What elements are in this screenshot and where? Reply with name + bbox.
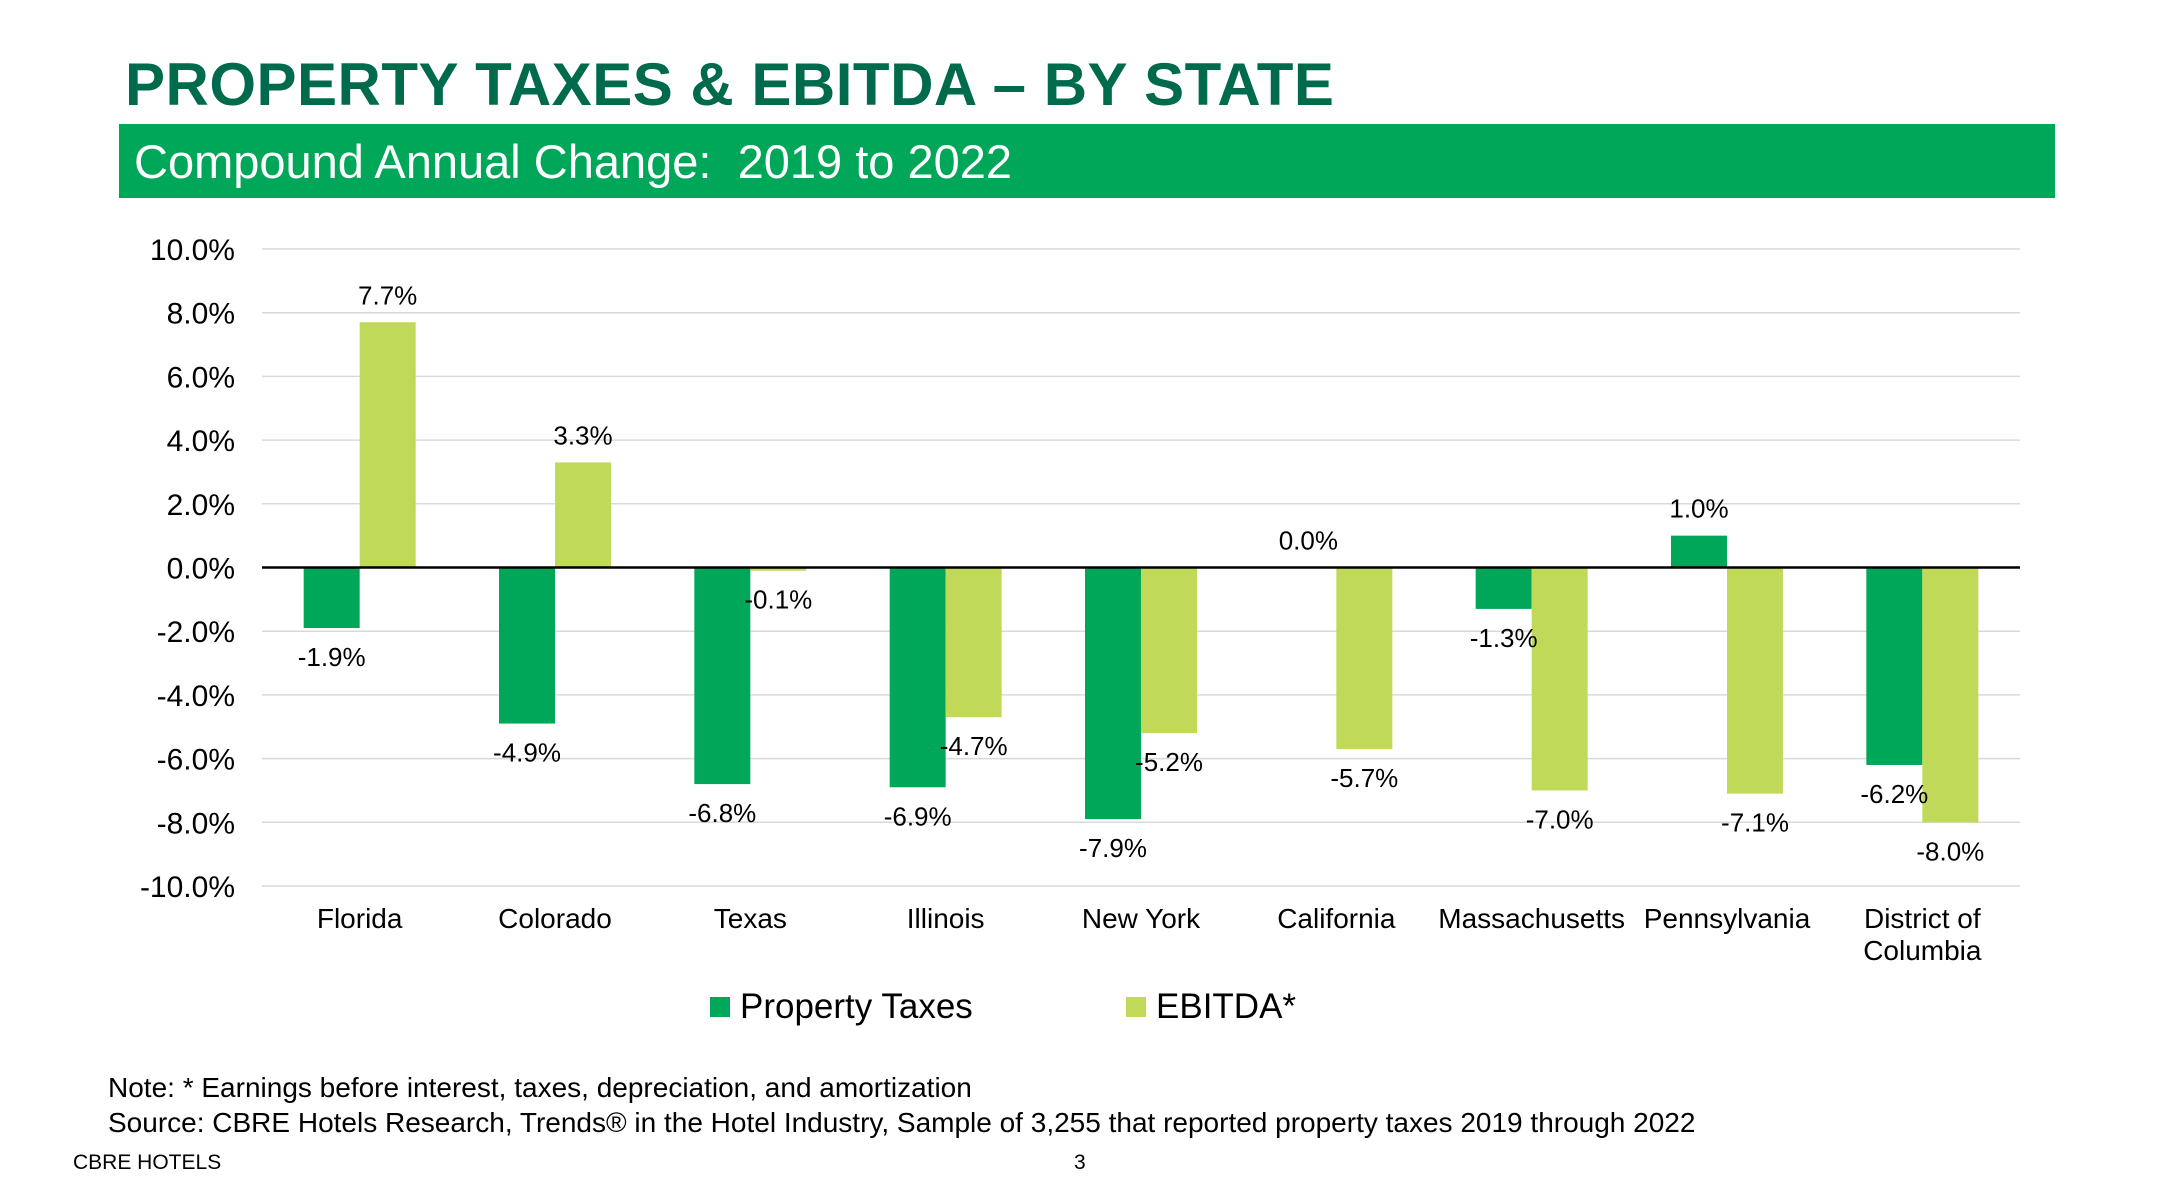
footnote: Note: * Earnings before interest, taxes,…: [108, 1072, 972, 1103]
chart-legend: Property Taxes EBITDA*: [0, 987, 2162, 1037]
legend-label-ebitda: EBITDA*: [1156, 987, 1297, 1026]
x-category-label: California: [1277, 903, 1396, 934]
data-label-ebitda: -4.7%: [940, 731, 1008, 761]
y-tick-label: 2.0%: [167, 489, 235, 522]
data-label-property-taxes: -1.3%: [1470, 623, 1538, 653]
page-number: 3: [1074, 1151, 1086, 1174]
x-category-label: New York: [1082, 903, 1201, 934]
data-label-ebitda: -7.1%: [1721, 808, 1789, 838]
data-label-property-taxes: -6.2%: [1860, 779, 1928, 809]
data-label-property-taxes: -6.9%: [884, 801, 952, 831]
data-label-property-taxes: -7.9%: [1079, 833, 1147, 863]
bar-ebitda: [945, 567, 1002, 718]
x-category-label: Massachusetts: [1438, 903, 1625, 934]
bar-property-taxes: [889, 567, 946, 788]
legend-swatch-ebitda: [1126, 997, 1146, 1017]
data-label-ebitda: 7.7%: [358, 280, 417, 310]
data-label-property-taxes: -1.9%: [298, 642, 366, 672]
bar-property-taxes: [1475, 567, 1532, 609]
legend-swatch-property-taxes: [710, 997, 730, 1017]
data-label-ebitda: 3.3%: [553, 420, 612, 450]
bar-property-taxes: [694, 567, 751, 785]
bar-ebitda: [750, 567, 807, 571]
data-label-property-taxes: -6.8%: [688, 798, 756, 828]
subtitle-band: Compound Annual Change: 2019 to 2022: [119, 124, 2055, 198]
data-label-ebitda: -5.7%: [1330, 763, 1398, 793]
y-tick-label: 0.0%: [167, 553, 235, 586]
x-category-label: Colorado: [498, 903, 612, 934]
bar-ebitda: [1336, 567, 1393, 750]
x-category-label: Pennsylvania: [1644, 903, 1811, 934]
legend-item-ebitda: EBITDA*: [1126, 987, 1296, 1027]
data-label-ebitda: -5.2%: [1135, 747, 1203, 777]
bar-ebitda: [359, 322, 416, 568]
y-tick-label: -4.0%: [157, 680, 235, 713]
bar-property-taxes: [1085, 567, 1141, 820]
data-label-property-taxes: -4.9%: [493, 738, 561, 768]
bar-chart: 10.0% 8.0% 6.0% 4.0% 2.0% 0.0% -2.0% -4.0% -6.0%…: [140, 234, 2020, 966]
bar-property-taxes: [303, 567, 360, 629]
data-label-ebitda: -8.0%: [1916, 836, 1984, 866]
data-label-property-taxes: 0.0%: [1279, 526, 1338, 556]
source-note: Source: CBRE Hotels Research, Trends® in…: [108, 1107, 1696, 1138]
bar-ebitda: [555, 462, 611, 568]
chart-subtitle: Compound Annual Change: 2019 to 2022: [134, 135, 1013, 188]
y-tick-label: 10.0%: [150, 234, 235, 267]
bar-ebitda: [1531, 567, 1588, 791]
y-tick-label: -8.0%: [157, 807, 235, 840]
y-tick-label: -6.0%: [157, 744, 235, 777]
x-category-label: Texas: [714, 903, 787, 934]
x-category-label: Illinois: [907, 903, 985, 934]
y-tick-label: -10.0%: [140, 871, 235, 904]
page-title: PROPERTY TAXES & EBITDA – BY STATE: [125, 51, 1335, 118]
bar-property-taxes: [499, 567, 555, 724]
legend-label-property-taxes: Property Taxes: [740, 987, 973, 1026]
footer-brand: CBRE HOTELS: [73, 1151, 222, 1174]
y-tick-label: 4.0%: [167, 425, 235, 458]
bar-property-taxes: [1671, 535, 1727, 568]
bar-ebitda: [1141, 567, 1197, 734]
y-tick-label: -2.0%: [157, 616, 235, 649]
x-category-label: District of Columbia: [1863, 903, 1982, 966]
x-category-label: Florida: [317, 903, 403, 934]
y-tick-label: 6.0%: [167, 361, 235, 394]
data-label-ebitda: -7.0%: [1526, 804, 1594, 834]
data-label-property-taxes: 1.0%: [1669, 494, 1728, 524]
data-label-ebitda: -0.1%: [744, 585, 812, 615]
bar-ebitda: [1727, 567, 1783, 794]
bar-property-taxes: [1866, 567, 1923, 765]
bar-ebitda: [1922, 567, 1979, 823]
y-tick-label: 8.0%: [167, 298, 235, 331]
legend-item-property-taxes: Property Taxes: [710, 987, 973, 1027]
